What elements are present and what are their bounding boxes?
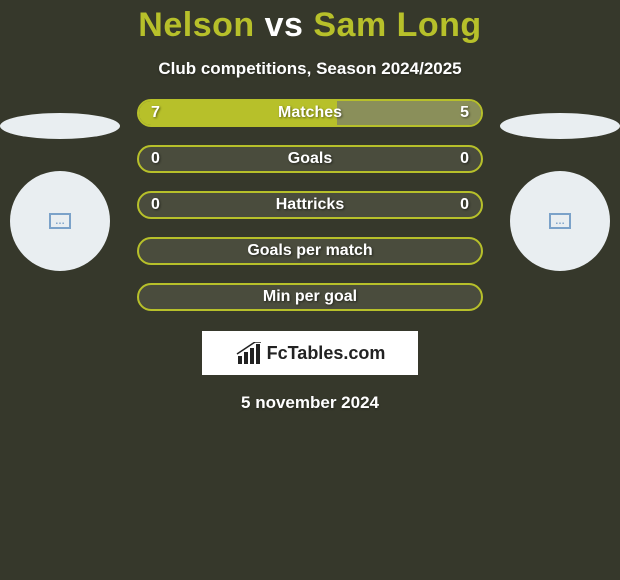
stat-value-right: 0 [460, 150, 469, 168]
title-vs: vs [255, 6, 314, 44]
logo-text: FcTables.com [267, 343, 386, 364]
logo-box: FcTables.com [202, 331, 418, 375]
image-placeholder-icon: … [549, 213, 571, 229]
stat-label: Hattricks [276, 196, 344, 214]
player-left-side: … [0, 99, 125, 271]
stat-label: Goals [288, 150, 332, 168]
player-right-ellipse [500, 113, 620, 139]
stat-rows: 7 5 Matches 0 0 Goals 0 0 Hattricks Goals per mat… [137, 99, 483, 311]
stat-value-left: 0 [151, 196, 160, 214]
player-left-ellipse [0, 113, 120, 139]
player-right-side: … [495, 99, 620, 271]
stat-value-left: 7 [151, 104, 160, 122]
stat-row: Goals per match [137, 237, 483, 265]
player-right-avatar: … [510, 171, 610, 271]
comparison-infographic: Nelson vs Sam Long Club competitions, Se… [0, 0, 620, 580]
stat-label: Matches [278, 104, 342, 122]
stat-row: 7 5 Matches [137, 99, 483, 127]
player-left-avatar: … [10, 171, 110, 271]
title-player-right: Sam Long [313, 6, 481, 44]
logo-chart-icon [235, 342, 263, 364]
date-text: 5 november 2024 [0, 393, 620, 413]
stat-value-right: 0 [460, 196, 469, 214]
stat-value-right: 5 [460, 104, 469, 122]
page-title: Nelson vs Sam Long [138, 6, 481, 45]
content-area: … … 7 5 Matches 0 0 Goals 0 0 Hattricks Goals per… [0, 99, 620, 413]
image-placeholder-icon: … [49, 213, 71, 229]
stat-row: 0 0 Hattricks [137, 191, 483, 219]
stat-label: Min per goal [263, 288, 357, 306]
stat-row: 0 0 Goals [137, 145, 483, 173]
stat-label: Goals per match [247, 242, 372, 260]
subtitle: Club competitions, Season 2024/2025 [158, 59, 461, 79]
title-player-left: Nelson [138, 6, 254, 44]
stat-value-left: 0 [151, 150, 160, 168]
stat-row: Min per goal [137, 283, 483, 311]
